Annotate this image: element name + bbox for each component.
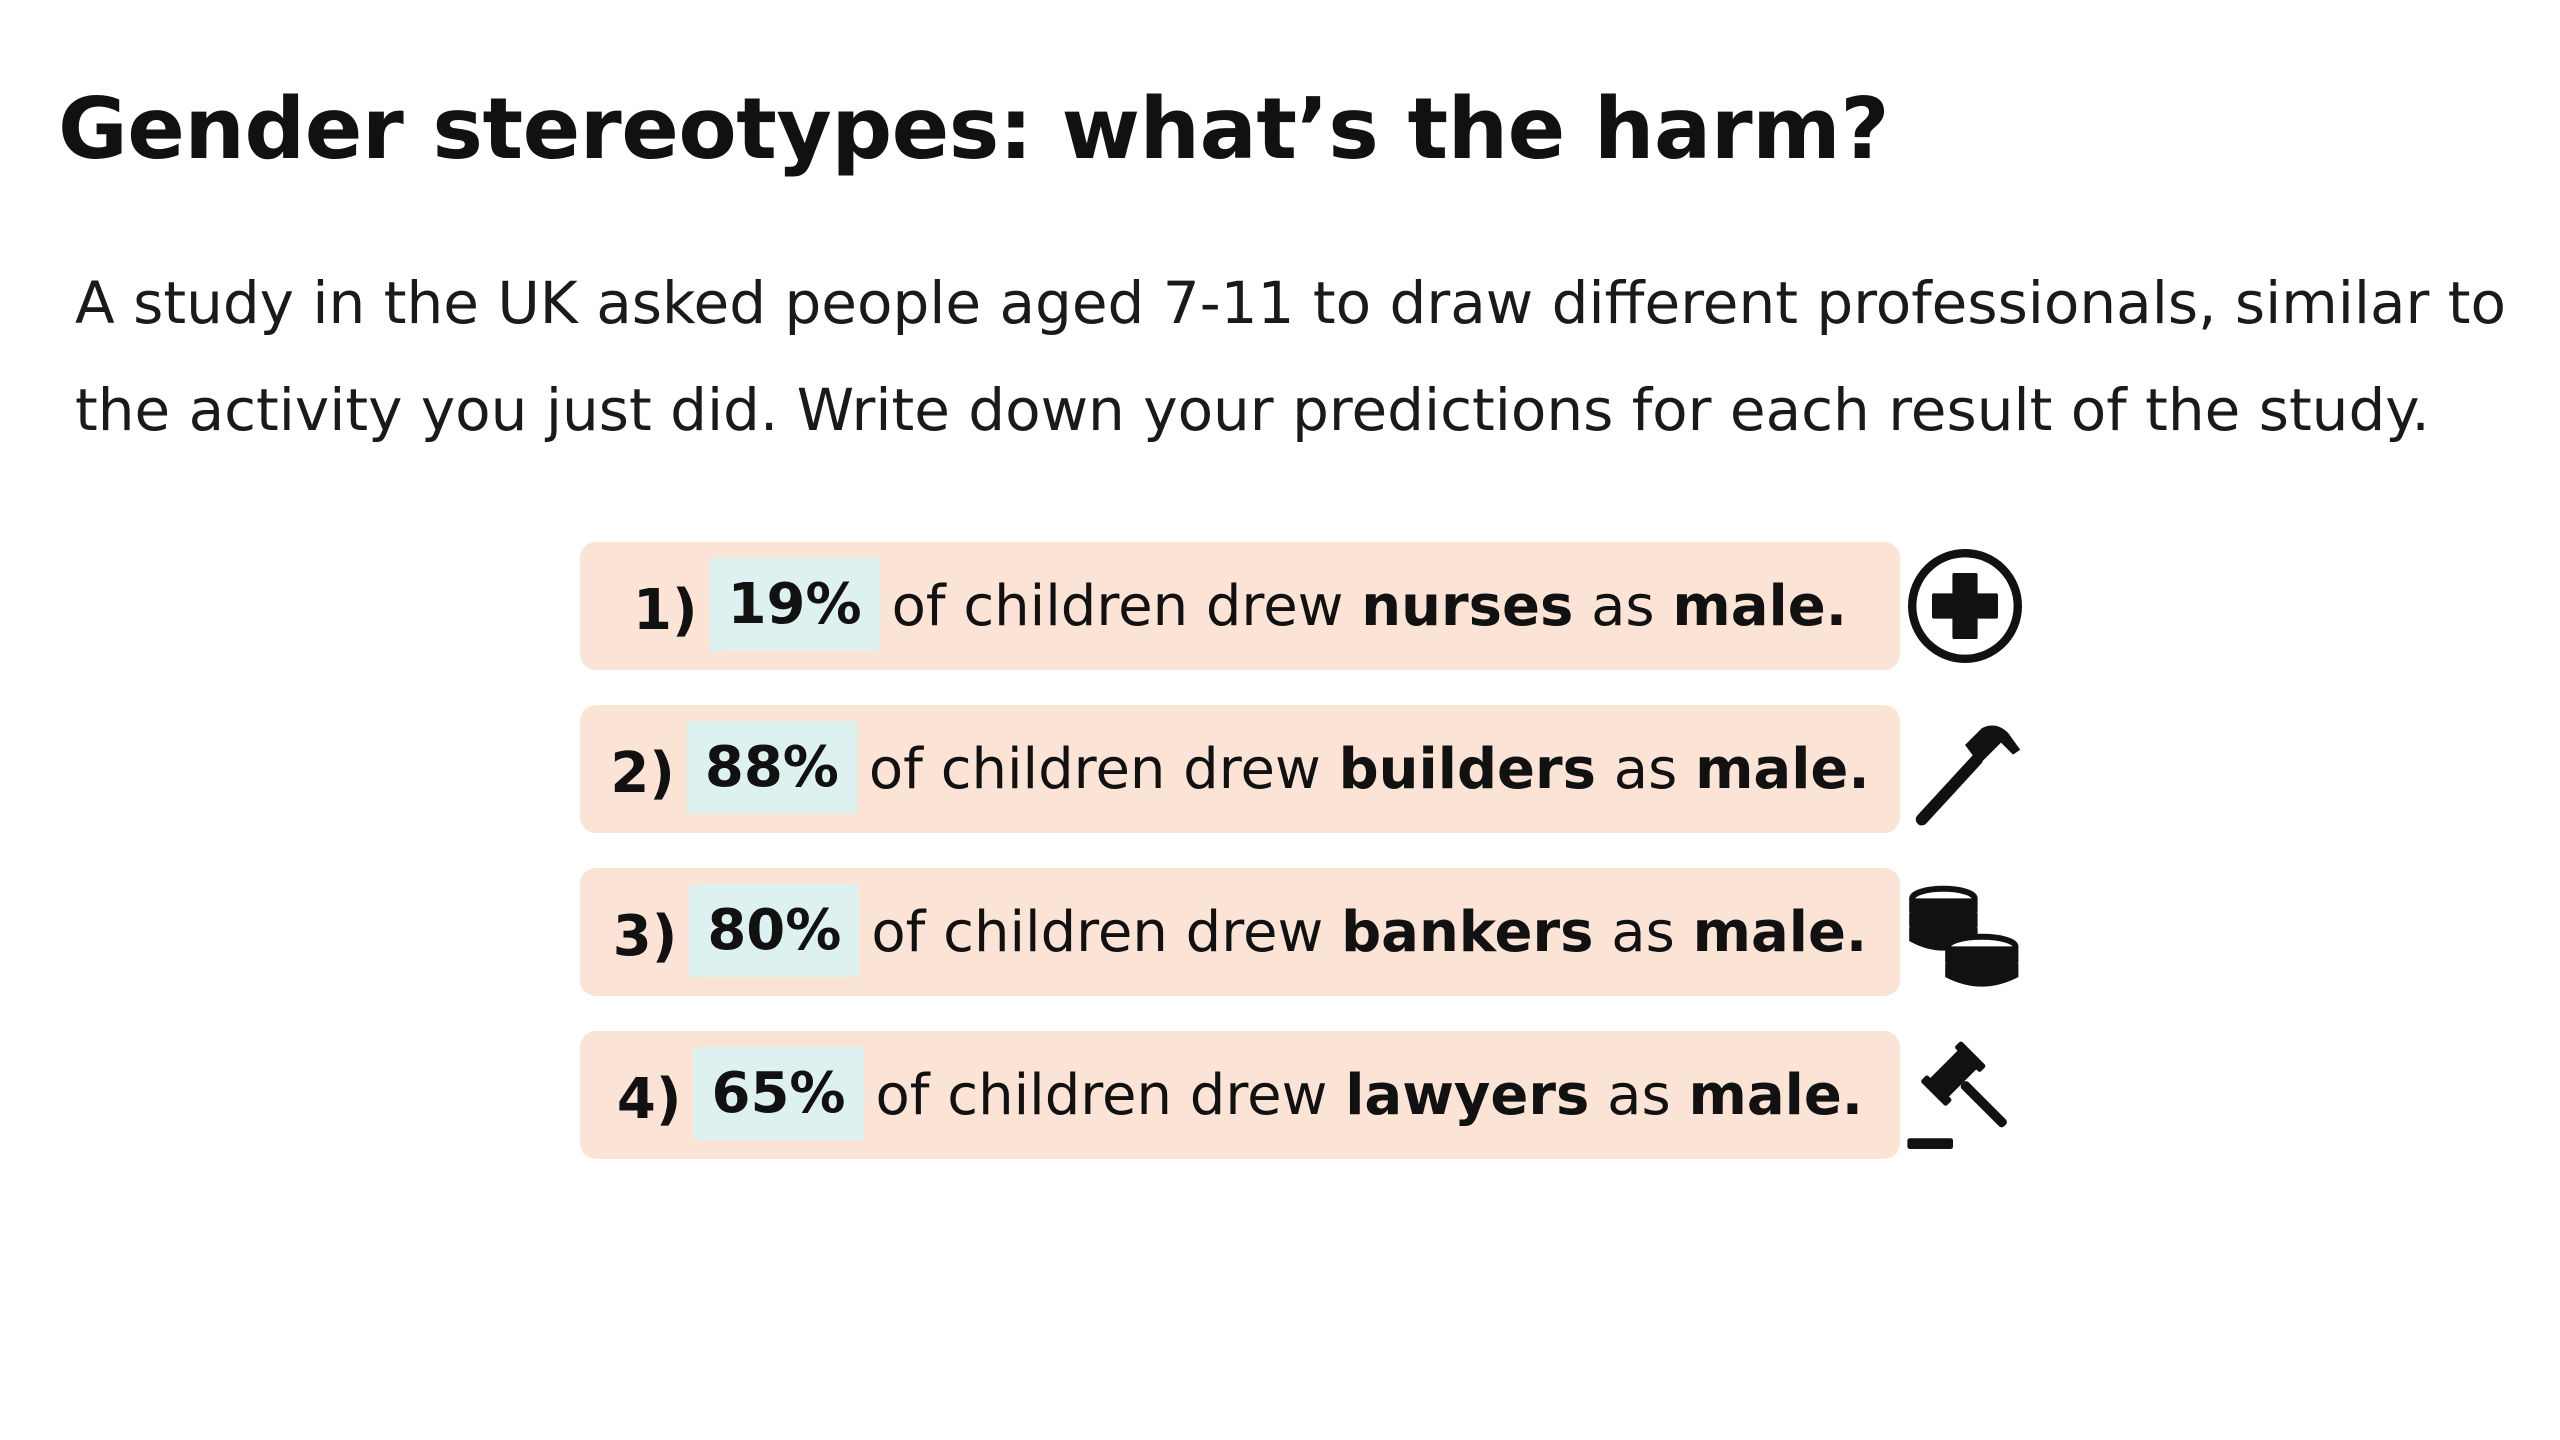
page-title: Gender stereotypes: what’s the harm?	[58, 80, 1890, 179]
result-row-nurses: 1) 19% of children drew nurses as male.	[580, 542, 2040, 670]
result-number: 3)	[612, 903, 678, 969]
intro-paragraph: A study in the UK asked people aged 7-11…	[75, 269, 2507, 444]
result-sentence: of children drew builders as male.	[869, 737, 1870, 802]
result-box: 1) 19% of children drew nurses as male.	[580, 542, 1900, 670]
result-sentence: of children drew nurses as male.	[892, 574, 1847, 639]
result-box: 4) 65% of children drew lawyers as male.	[580, 1031, 1900, 1159]
result-sentence: of children drew lawyers as male.	[876, 1063, 1864, 1128]
result-text-middle: as	[1591, 573, 1655, 639]
result-row-bankers: 3) 80% of children drew bankers as male.	[580, 868, 2040, 996]
result-text-before: of children drew	[871, 899, 1324, 965]
result-profession: bankers	[1341, 899, 1594, 965]
result-text-before: of children drew	[868, 736, 1321, 802]
results-list: 1) 19% of children drew nurses as male. …	[580, 542, 2040, 1194]
result-number: 4)	[616, 1066, 682, 1132]
result-gender: male.	[1692, 899, 1868, 965]
result-profession: lawyers	[1345, 1062, 1590, 1128]
result-text-middle: as	[1613, 736, 1678, 802]
result-profession: nurses	[1361, 573, 1574, 639]
result-profession: builders	[1338, 736, 1596, 802]
result-sentence: of children drew bankers as male.	[871, 900, 1867, 965]
result-box: 3) 80% of children drew bankers as male.	[580, 868, 1900, 996]
result-percent: 65%	[693, 1046, 864, 1140]
result-text-middle: as	[1611, 899, 1675, 965]
result-text-before: of children drew	[891, 573, 1344, 639]
result-percent: 80%	[689, 883, 860, 977]
result-gender: male.	[1695, 736, 1870, 802]
result-percent: 88%	[686, 720, 857, 814]
gavel-icon	[1905, 1035, 2025, 1155]
result-box: 2) 88% of children drew builders as male…	[580, 705, 1900, 833]
result-row-builders: 2) 88% of children drew builders as male…	[580, 705, 2040, 833]
medical-cross-icon	[1905, 546, 2025, 666]
result-number: 2)	[610, 740, 675, 806]
result-percent: 19%	[709, 557, 880, 651]
hammer-icon	[1905, 709, 2025, 829]
result-text-middle: as	[1607, 1062, 1671, 1128]
coins-icon	[1905, 872, 2025, 992]
result-text-before: of children drew	[875, 1062, 1328, 1128]
result-row-lawyers: 4) 65% of children drew lawyers as male.	[580, 1031, 2040, 1159]
result-gender: male.	[1672, 573, 1847, 639]
result-number: 1)	[633, 577, 698, 643]
result-gender: male.	[1688, 1062, 1864, 1128]
